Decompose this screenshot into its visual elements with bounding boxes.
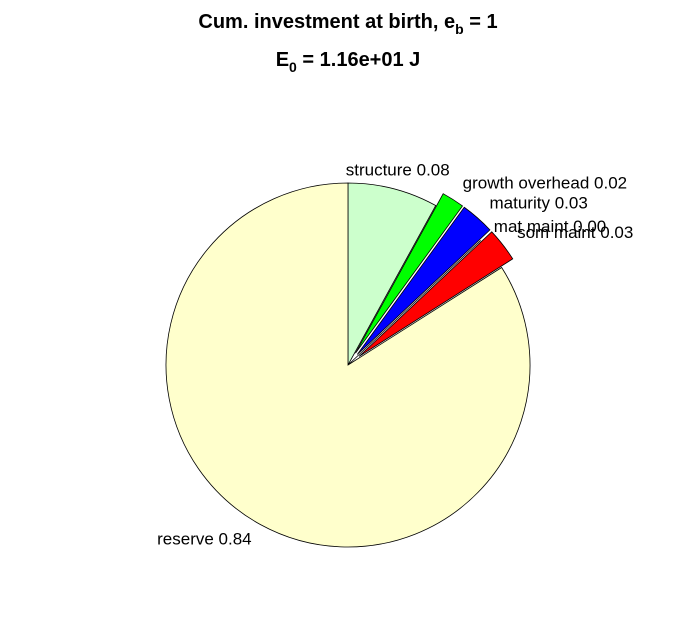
slice-name: mat maint — [494, 218, 569, 237]
title-part: = 1 — [464, 11, 498, 33]
subtitle-part: = 1.16e+01 J — [297, 49, 420, 71]
slice-label: mat maint 0.00 — [494, 218, 606, 237]
title-part: Cum. investment at birth, e — [198, 11, 455, 33]
slice-value: 0.02 — [594, 174, 627, 193]
slice-name: reserve — [157, 530, 214, 549]
slice-value: 0.84 — [219, 530, 252, 549]
slice-label: structure 0.08 — [346, 161, 450, 180]
chart-title: Cum. investment at birth, eb = 1 — [198, 11, 497, 37]
slice-value: 0.03 — [600, 223, 633, 242]
slice-value: 0.03 — [555, 194, 588, 213]
pie-slice — [165, 182, 531, 548]
slice-label: som maint 0.03 — [517, 223, 633, 242]
slice-name: som maint — [517, 223, 596, 242]
pie-slice — [356, 206, 491, 355]
slice-label: maturity 0.03 — [490, 194, 588, 213]
chart-subtitle: E0 = 1.16e+01 J — [276, 49, 421, 75]
subtitle-part: E — [276, 49, 289, 71]
subtitle-subscript: 0 — [289, 59, 297, 75]
pie-slice — [355, 193, 464, 354]
title-subscript: b — [455, 21, 464, 37]
slice-label: reserve 0.84 — [157, 530, 252, 549]
slice-name: growth overhead — [463, 174, 590, 193]
slice-name: structure — [346, 161, 412, 180]
slice-value: 0.08 — [417, 161, 450, 180]
pie-slice — [358, 231, 514, 357]
slice-value: 0.00 — [573, 218, 606, 237]
slice-name: maturity — [490, 194, 551, 213]
slice-label: growth overhead 0.02 — [463, 174, 627, 193]
pie-slice — [347, 182, 437, 366]
